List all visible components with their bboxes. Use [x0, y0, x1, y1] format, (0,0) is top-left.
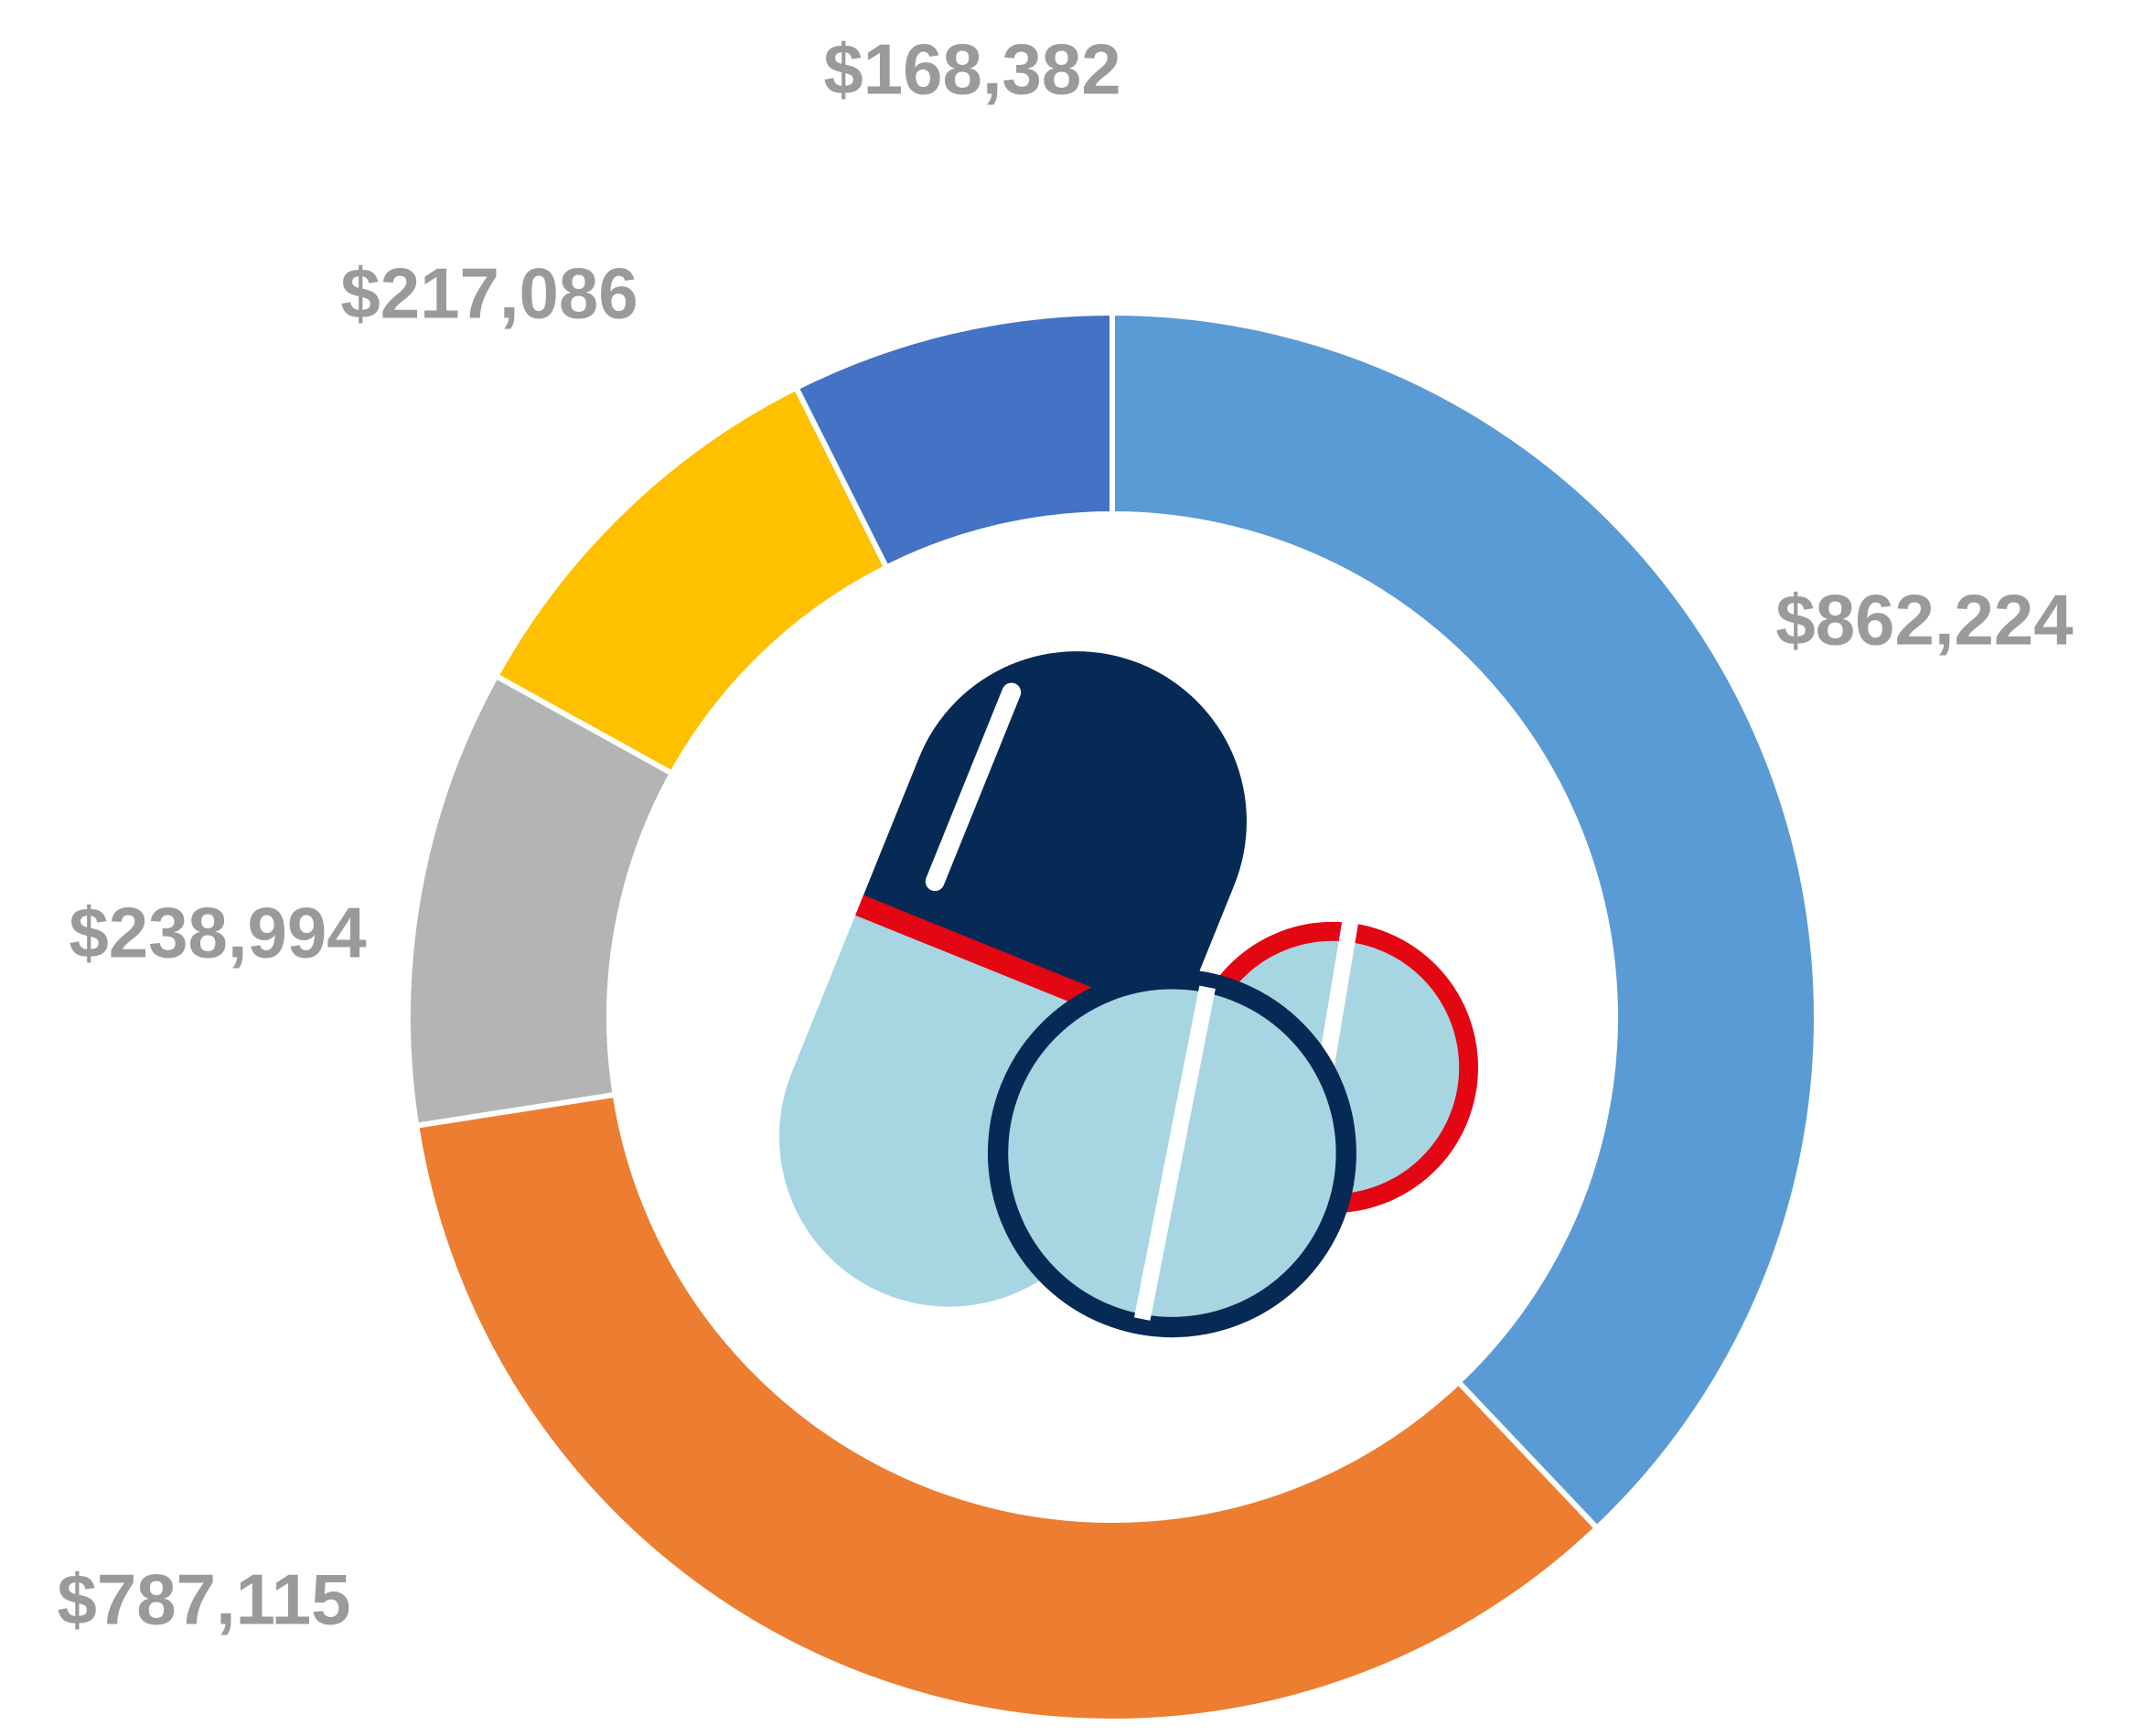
- slice: [413, 1091, 1602, 1724]
- tablet-line: [1133, 985, 1216, 1321]
- pill-icon: [778, 651, 1479, 1338]
- slice: [1109, 309, 1819, 1532]
- slice: [792, 309, 1115, 572]
- value-label: $862,224: [1775, 580, 2073, 660]
- value-label: $217,086: [340, 253, 638, 334]
- value-label: $238,994: [69, 893, 366, 973]
- slices: [405, 309, 1819, 1724]
- value-label: $787,115: [57, 1559, 350, 1640]
- value-label: $168,382: [823, 29, 1120, 110]
